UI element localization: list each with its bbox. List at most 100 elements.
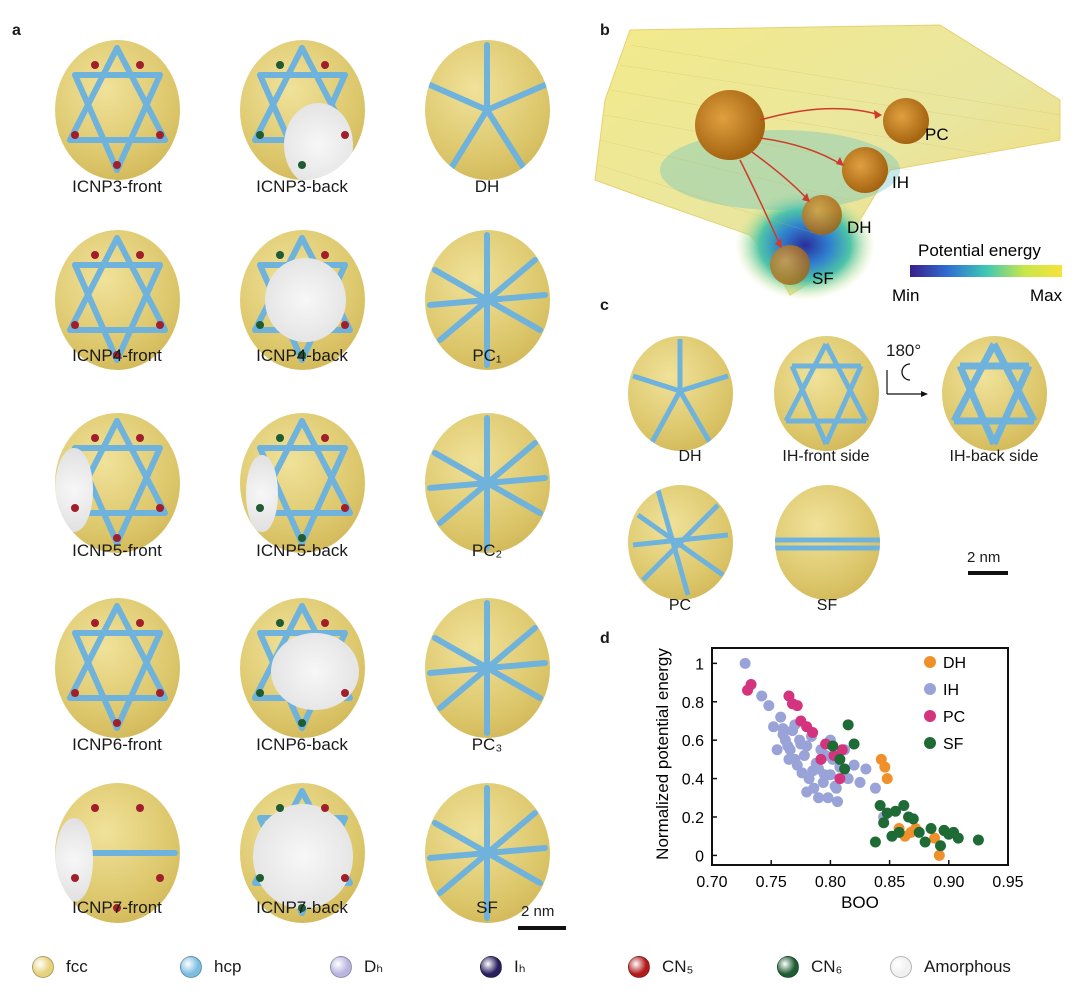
np-caption: SF xyxy=(476,898,498,917)
panel-a-scalebar-label: 2 nm xyxy=(521,903,555,920)
panel-c-caption-ih_front: IH-front side xyxy=(782,448,870,465)
defect-atom xyxy=(321,434,329,442)
transition-arrows xyxy=(739,107,881,246)
nanoparticle-5 xyxy=(425,230,550,370)
panel-c-np-dh xyxy=(628,336,733,451)
defect-atom xyxy=(71,874,79,882)
data-point-ih xyxy=(854,776,866,788)
amorphous-region xyxy=(252,804,353,909)
defect-atom xyxy=(156,131,164,139)
nanoparticle-0 xyxy=(55,40,180,180)
data-point-ih xyxy=(818,769,830,781)
amorphous-region xyxy=(283,103,353,180)
rotation-arrow-icon xyxy=(886,363,928,397)
atom-legend-swatch xyxy=(628,956,650,978)
y-tick-label: 0.8 xyxy=(682,695,704,712)
defect-atom xyxy=(113,351,121,359)
panel-c-scalebar-label: 2 nm xyxy=(967,549,1001,566)
y-tick-label: 0 xyxy=(695,848,704,865)
panel-c-caption-sf: SF xyxy=(816,597,838,614)
defect-atom xyxy=(321,251,329,259)
data-point-sf xyxy=(839,763,851,775)
y-tick-label: 0.4 xyxy=(682,772,704,789)
data-point-ih xyxy=(801,786,813,798)
defect-atom xyxy=(298,534,306,542)
panel-c-caption-pc: PC xyxy=(668,597,692,614)
data-point-sf xyxy=(919,836,931,848)
data-point-ih xyxy=(822,792,834,804)
data-point-sf xyxy=(893,826,905,838)
legend-marker-ih xyxy=(924,683,936,695)
landscape-np-start xyxy=(695,90,765,160)
panel-letter-a: a xyxy=(12,22,21,39)
data-point-ih xyxy=(756,690,768,702)
defect-atom xyxy=(256,321,264,329)
np-caption: ICNP5-front xyxy=(72,541,162,560)
data-point-ih xyxy=(842,773,854,785)
atom-legend-item: Iₕ xyxy=(480,955,526,979)
defect-atom xyxy=(298,161,306,169)
data-point-sf xyxy=(834,753,846,765)
atom-legend-label: CN₆ xyxy=(811,957,843,976)
defect-atom xyxy=(71,689,79,697)
hcp-twin-lines xyxy=(427,415,548,551)
atom-legend-item: hcp xyxy=(180,955,241,979)
defect-atom xyxy=(91,619,99,627)
data-point-ih xyxy=(813,792,825,804)
defect-atom xyxy=(113,719,121,727)
panel-c-np-pc xyxy=(628,485,733,600)
nanoparticle-7 xyxy=(240,413,365,553)
data-point-ih xyxy=(860,763,872,775)
data-point-dh xyxy=(881,773,893,785)
np-caption: ICNP7-back xyxy=(256,898,348,917)
defect-atom xyxy=(136,61,144,69)
landscape-np-sf xyxy=(770,245,810,285)
amorphous-region xyxy=(55,448,93,532)
defect-atom xyxy=(113,534,121,542)
nanoparticle-8 xyxy=(425,413,550,553)
amorphous-region xyxy=(265,258,347,342)
data-point-ih xyxy=(777,723,789,735)
landscape-mesh xyxy=(597,44,1061,236)
data-point-ih xyxy=(763,700,775,712)
legend-label-sf: SF xyxy=(943,736,964,753)
atom-legend-swatch xyxy=(890,956,912,978)
np-caption: PC₁ xyxy=(472,346,502,365)
landscape-np-pc xyxy=(883,98,929,144)
y-axis-label: Normalized potential energy xyxy=(653,648,672,860)
atom-legend-swatch xyxy=(180,956,202,978)
data-point-dh xyxy=(879,761,891,773)
atom-legend-swatch xyxy=(330,956,352,978)
defect-atom xyxy=(136,804,144,812)
atom-legend-label: hcp xyxy=(214,957,242,976)
landscape-label-dh: DH xyxy=(847,218,872,237)
np-caption: ICNP4-back xyxy=(256,346,348,365)
data-point-pc xyxy=(836,744,848,756)
legend-marker-pc xyxy=(924,710,936,722)
atom-legend-item: CN₅ xyxy=(628,955,693,979)
data-point-sf xyxy=(972,834,984,846)
data-point-ih xyxy=(869,782,881,794)
defect-atom xyxy=(156,321,164,329)
scatter-chart: 00.20.40.60.81 0.70 0.75 0.80 0.85 0.90 0.95 … xyxy=(653,647,1024,912)
defect-atom xyxy=(298,351,306,359)
np-caption: ICNP4-front xyxy=(72,346,162,365)
defect-atom xyxy=(256,874,264,882)
atom-legend-swatch xyxy=(480,956,502,978)
hcp-twin-lines xyxy=(67,235,168,363)
panel-c-np-sf xyxy=(775,485,880,600)
hcp-twin-lines xyxy=(427,600,548,736)
nanoparticle-11 xyxy=(425,598,550,738)
data-point-pc xyxy=(807,726,819,738)
data-point-sf xyxy=(874,799,886,811)
data-point-pc xyxy=(834,773,846,785)
defect-atom xyxy=(321,619,329,627)
atom-legend-item: Amorphous xyxy=(890,955,1011,979)
atom-legend-item: CN₆ xyxy=(777,955,842,979)
defect-atom xyxy=(276,804,284,812)
data-point-ih xyxy=(807,765,819,777)
nanoparticle-6 xyxy=(55,413,180,553)
data-point-ih xyxy=(771,744,783,756)
atom-legend-label: CN₅ xyxy=(662,957,694,976)
defect-atom xyxy=(341,504,349,512)
